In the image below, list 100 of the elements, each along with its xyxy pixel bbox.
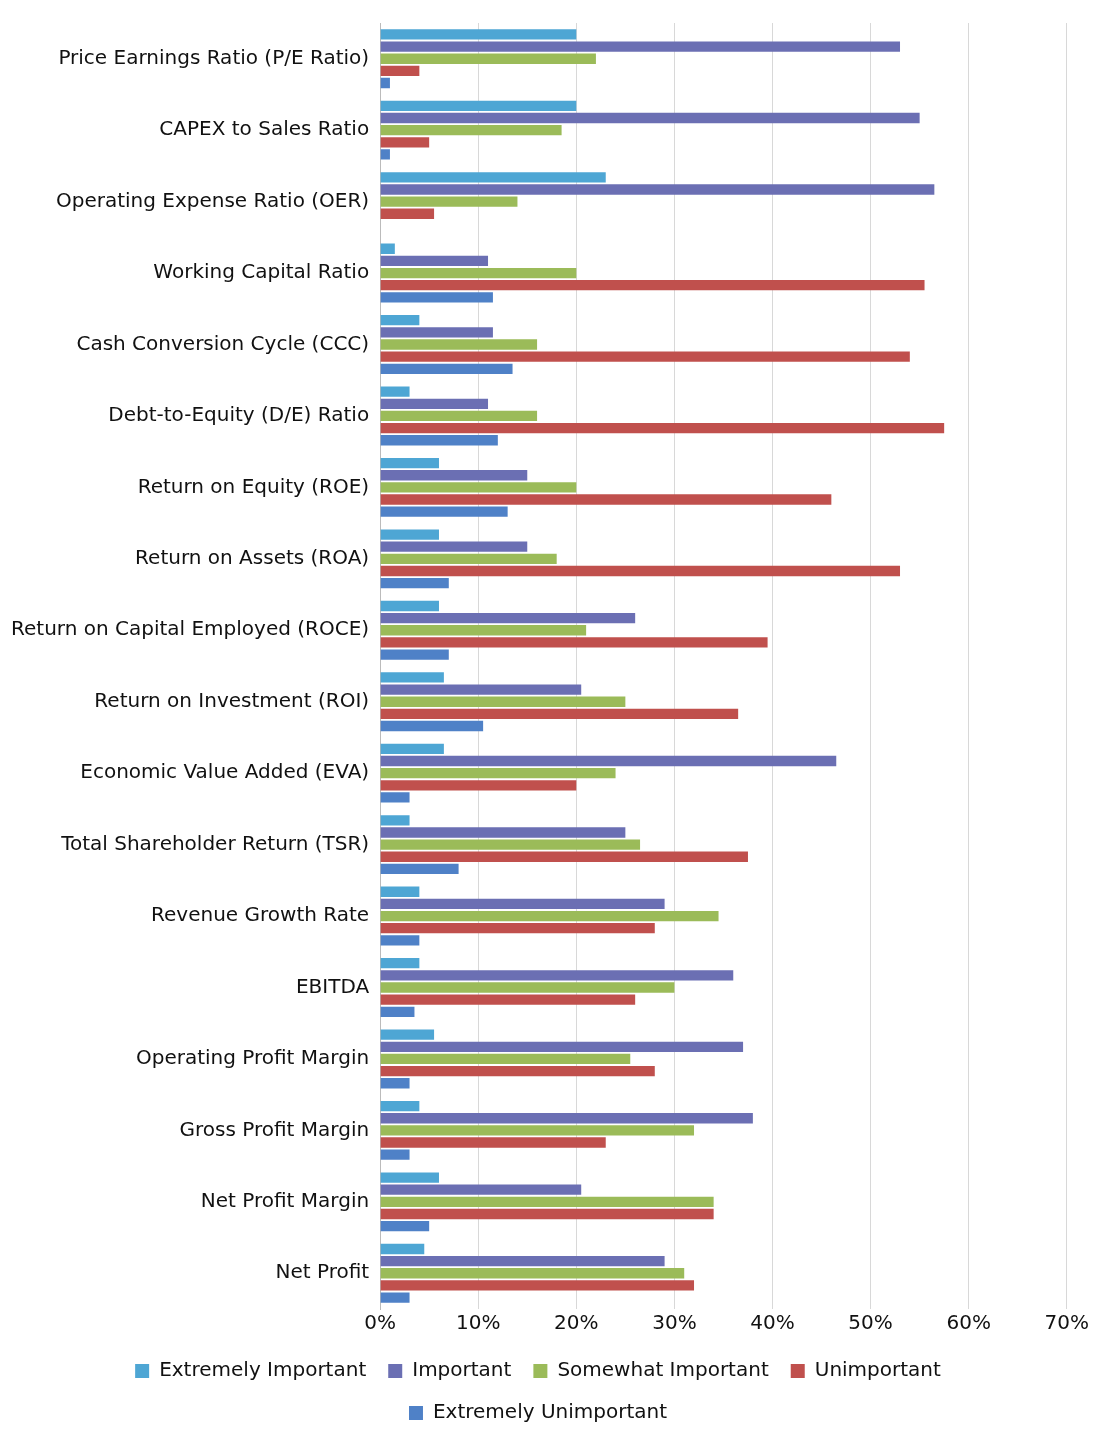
bar [380,1029,435,1040]
bar [380,339,538,350]
bar [380,1268,685,1279]
bar [380,672,444,683]
bar [380,720,484,732]
x-tick-label: 70% [1044,1310,1089,1335]
bar [380,1208,714,1220]
y-tick-label: Return on Investment (ROI) [94,687,370,712]
y-tick-label: Return on Capital Employed (ROCE) [11,616,370,641]
y-tick-label: Return on Assets (ROA) [135,545,370,570]
bar [380,112,920,124]
bar [380,1113,753,1124]
bar [380,1280,695,1291]
bar [380,970,734,981]
y-tick-label: Net Profit [275,1259,370,1284]
bar [380,327,493,338]
y-tick-label: Debt-to-Equity (D/E) Ratio [108,402,370,427]
bar [380,410,538,422]
bar [380,398,489,409]
y-tick-label: Total Shareholder Return (TSR) [60,830,370,855]
bar [380,708,739,720]
y-tick-label: CAPEX to Sales Ratio [159,116,370,141]
y-tick-label: Net Profit Margin [200,1188,370,1213]
bar [380,172,606,183]
legend-label: Somewhat Important [557,1357,769,1382]
bar [380,267,577,279]
legend-label: Unimportant [814,1357,942,1382]
bar [380,386,410,397]
bar [380,923,655,934]
bar [380,65,420,77]
bar [380,851,748,862]
bar [380,863,459,875]
bar [380,935,420,946]
y-tick-label: Operating Profit Margin [135,1045,370,1070]
legend-label: Extremely Unimportant [432,1399,668,1424]
bar [380,243,395,254]
bar [380,292,493,303]
bar [380,1172,439,1183]
bar [380,100,577,112]
y-tick-label: Economic Value Added (EVA) [80,759,370,784]
bar [380,53,596,64]
bar [380,41,901,52]
bar [380,435,498,446]
bar [380,137,430,148]
legend-label: Extremely Important [159,1357,367,1382]
x-tick-label: 20% [554,1310,599,1335]
y-tick-label: EBITDA [295,973,370,998]
bar [380,457,439,469]
bar [380,815,410,826]
bar [380,1100,420,1112]
y-tick-label: Price Earnings Ratio (P/E Ratio) [58,44,370,69]
bar [380,1041,744,1052]
bar [380,1196,714,1207]
bar [380,506,508,517]
bar [380,1053,631,1065]
bar [380,1125,695,1136]
bar [380,1243,425,1255]
bar [380,1184,582,1195]
bar [380,494,832,505]
bar [380,994,636,1005]
bar [380,743,444,755]
bar [380,149,390,160]
y-tick-label: Cash Conversion Cycle (CCC) [76,330,370,355]
bar [380,184,935,195]
bar [380,768,616,779]
y-tick-label: Working Capital Ratio [153,259,370,284]
bar [380,1078,410,1089]
x-tick-label: 10% [455,1310,501,1335]
bar [380,1149,410,1160]
bar [380,29,577,40]
bar [380,755,837,767]
bar [380,196,518,207]
bar [380,982,675,993]
x-tick-label: 60% [946,1310,991,1335]
bar [380,1065,655,1077]
bar [380,208,435,219]
bar [380,470,528,481]
bar [380,780,577,791]
x-tick-label: 40% [750,1310,795,1335]
bar [380,637,768,648]
bar [380,792,410,803]
bar [380,600,439,612]
legend-label: Important [412,1357,512,1382]
bar [380,649,449,660]
bar [380,280,925,291]
bar [380,529,439,540]
bar [380,958,420,969]
y-tick-label: Return on Equity (ROE) [137,473,370,498]
y-tick-label: Revenue Growth Rate [151,902,370,927]
bar [380,910,719,922]
bar [380,827,626,838]
bar [380,1137,606,1148]
x-tick-label: 30% [652,1310,697,1335]
x-tick-label: 0% [364,1310,396,1335]
bar [380,577,449,589]
bar [380,315,420,326]
bar [380,625,587,636]
bar [380,839,641,850]
bar [380,125,562,136]
bar [380,1255,665,1267]
